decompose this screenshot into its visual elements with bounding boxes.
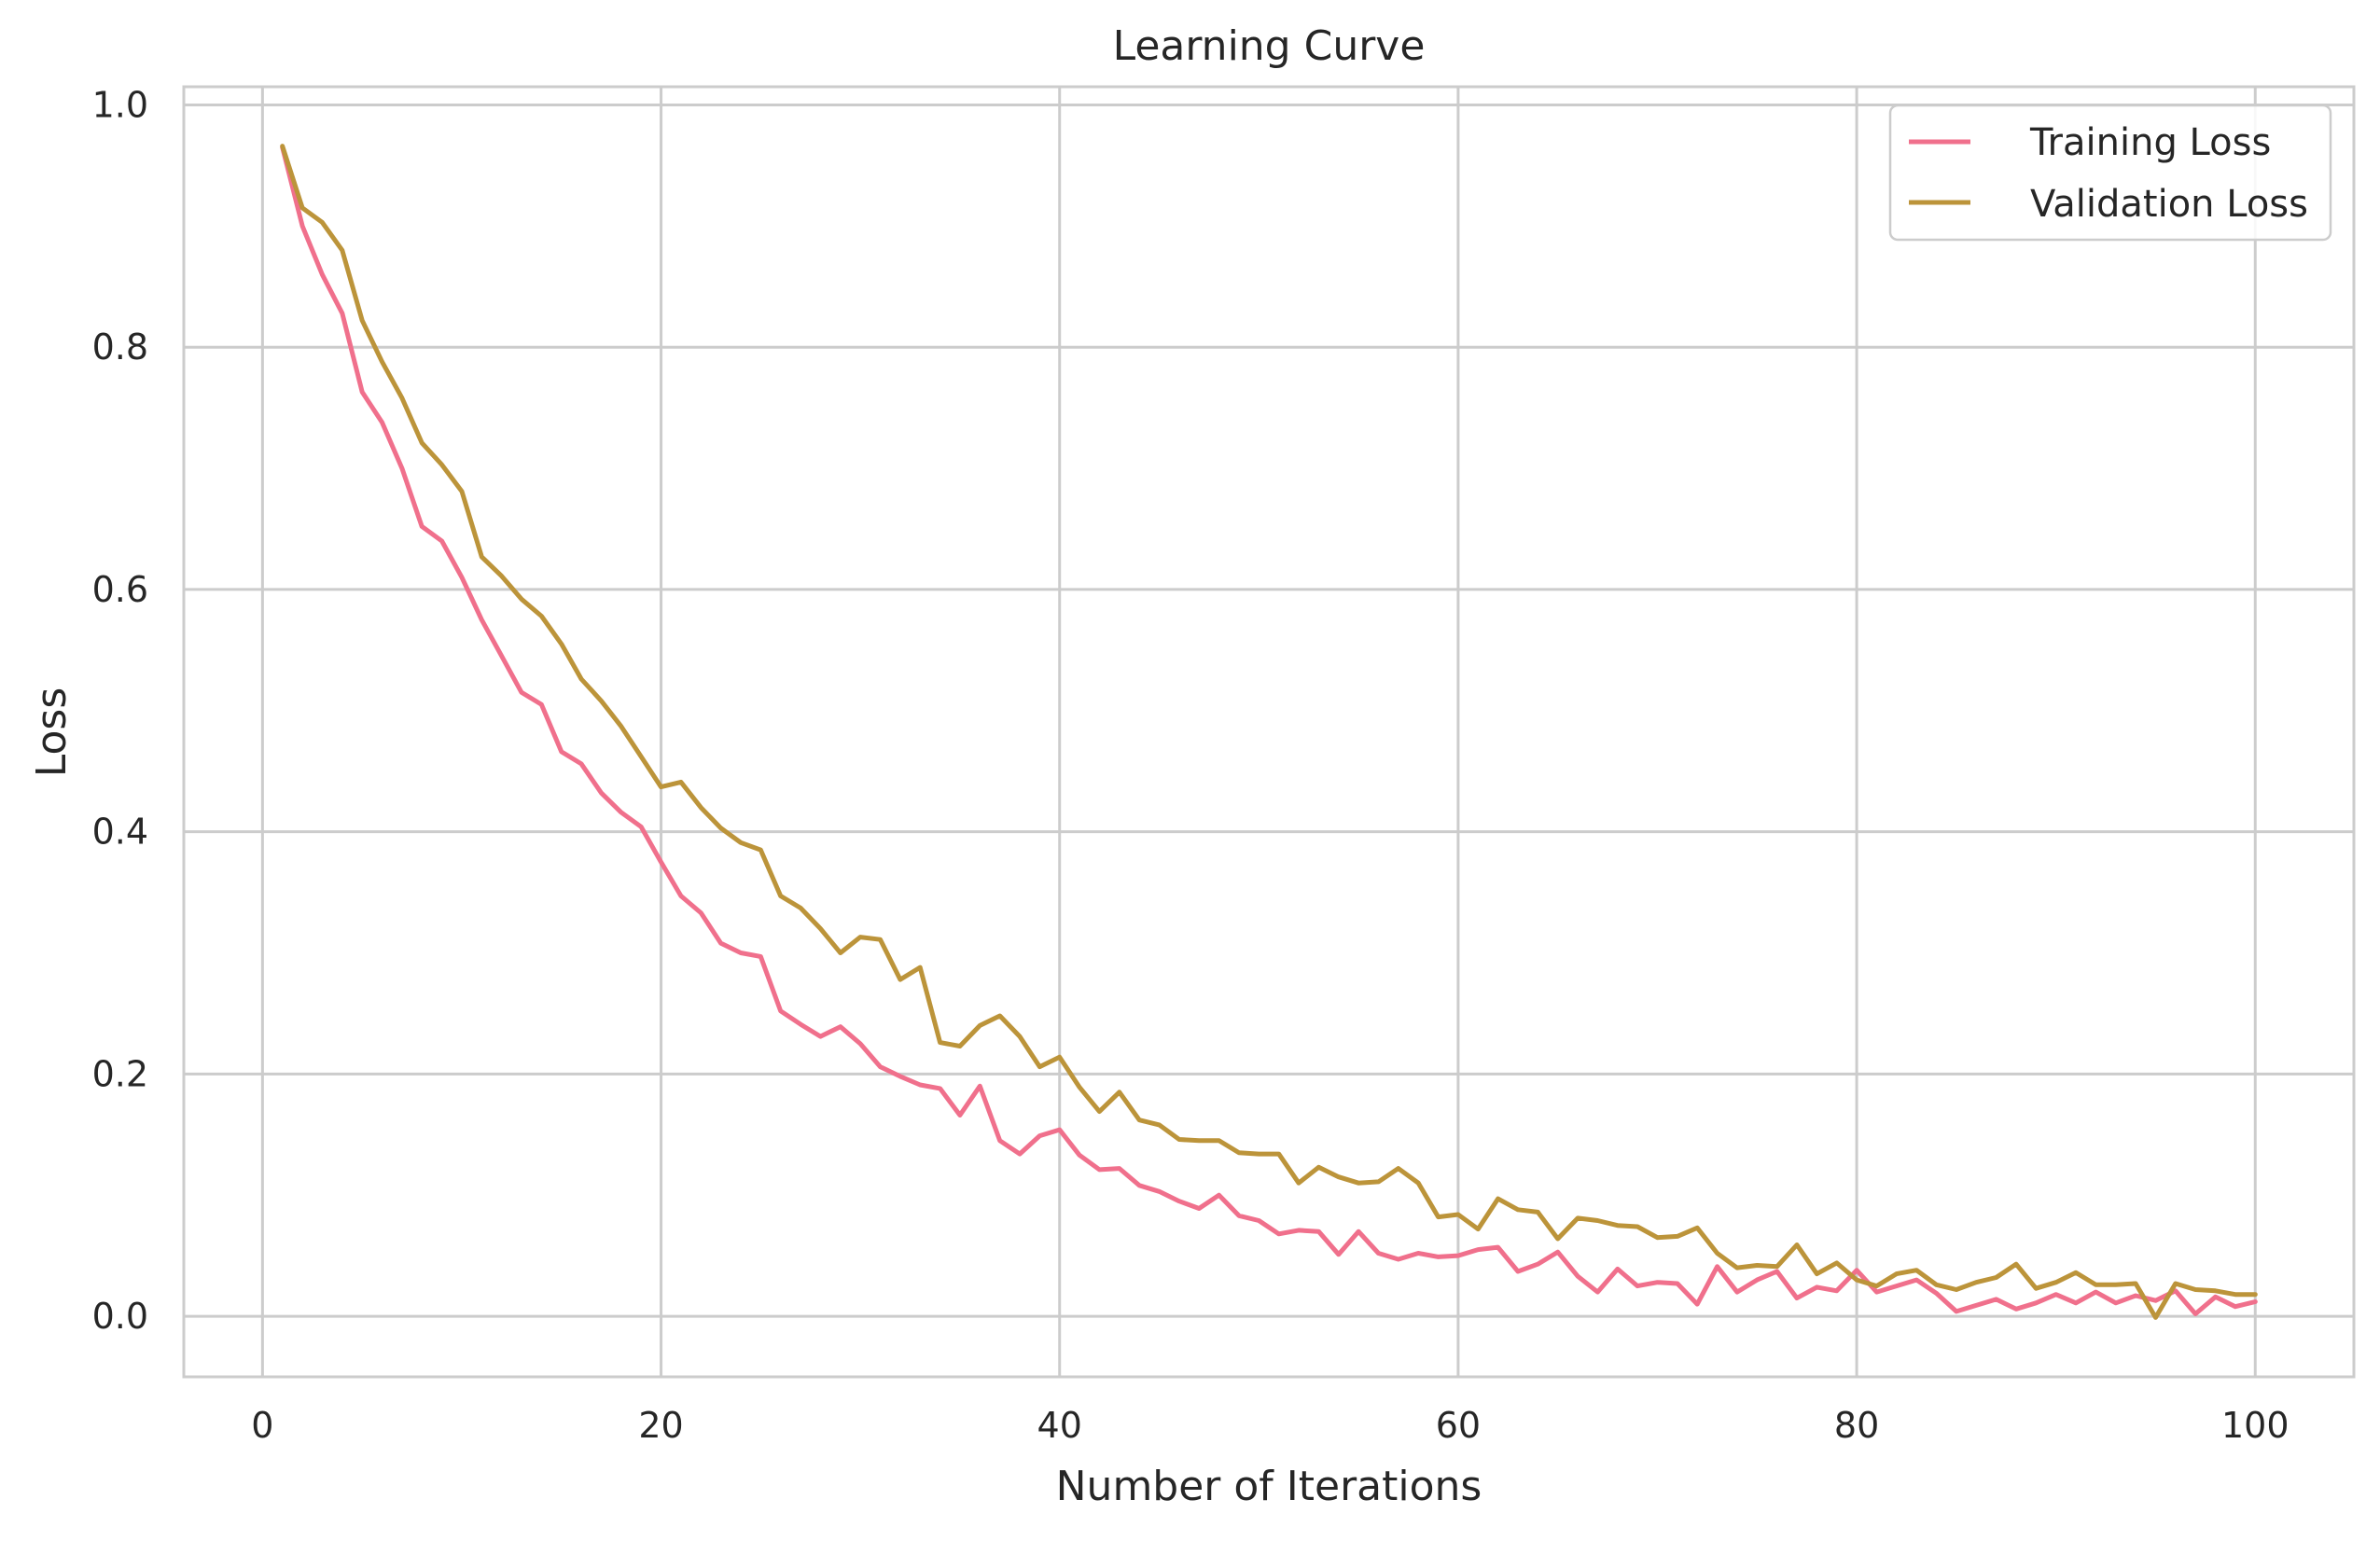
tick-labels: 0 20 40 60 80 100 0.0 0.2 0.4 0.6 0.8 1.0: [92, 84, 2290, 1446]
chart-title: Learning Curve: [1113, 22, 1426, 70]
y-tick-label: 0.2: [92, 1053, 148, 1094]
series-line-validation-loss: [280, 144, 2258, 1320]
legend-box: [1888, 104, 2332, 242]
y-tick-label: 1.0: [92, 84, 148, 125]
plot-frame: [182, 85, 2356, 1379]
y-tick-label: 0.8: [92, 326, 148, 368]
y-tick-label: 0.0: [92, 1296, 148, 1337]
x-tick-label: 100: [2221, 1405, 2290, 1446]
grid-lines: [184, 87, 2354, 1377]
legend: Training Loss Validation Loss: [1888, 104, 2332, 242]
x-tick-label: 80: [1834, 1405, 1879, 1446]
x-tick-label: 20: [638, 1405, 683, 1446]
y-axis-label: Loss: [28, 687, 76, 778]
legend-label-validation-loss: Validation Loss: [2030, 183, 2308, 226]
series-lines: [280, 144, 2258, 1320]
x-tick-label: 0: [251, 1405, 273, 1446]
series-line-training-loss: [280, 145, 2258, 1316]
x-axis-label: Number of Iterations: [1056, 1463, 1482, 1510]
legend-label-training-loss: Training Loss: [2029, 121, 2271, 164]
y-tick-label: 0.4: [92, 812, 148, 853]
x-tick-label: 40: [1037, 1405, 1082, 1446]
y-tick-label: 0.6: [92, 569, 148, 610]
plot-area-background: [184, 87, 2354, 1377]
x-tick-label: 60: [1436, 1405, 1481, 1446]
